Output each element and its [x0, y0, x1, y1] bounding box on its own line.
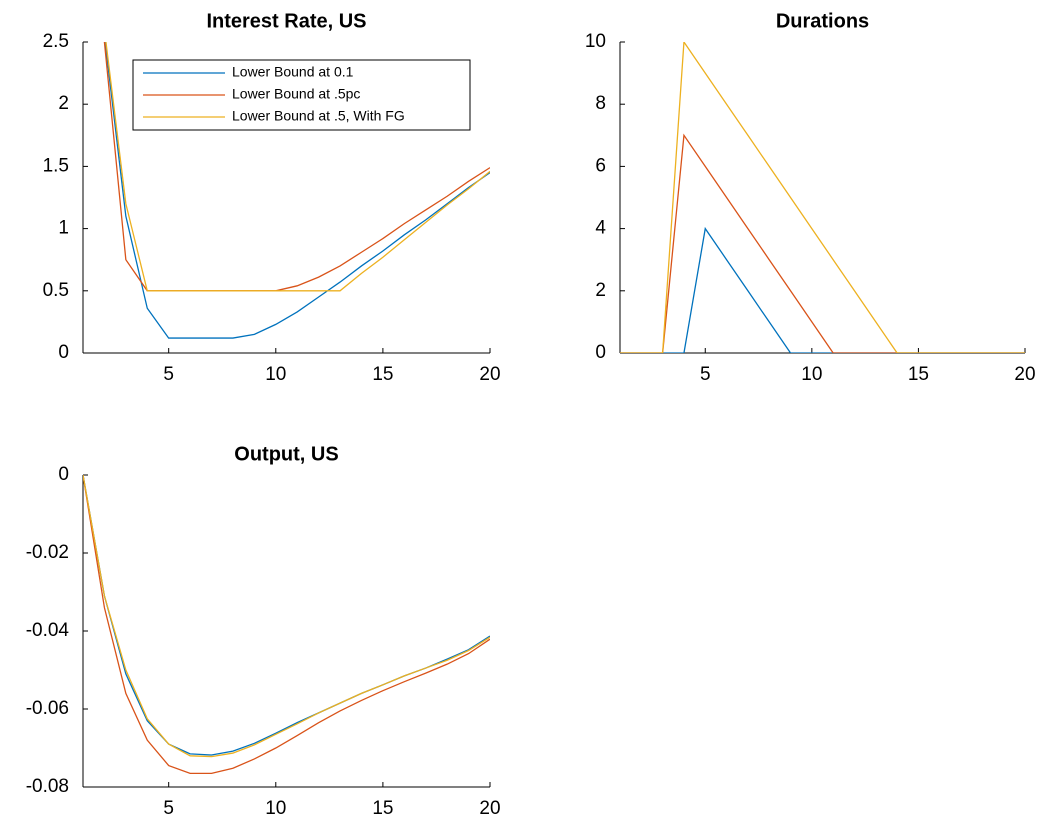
x-tick-label: 10 [265, 364, 286, 385]
series-line [83, 475, 490, 774]
y-tick-label: -0.04 [26, 620, 70, 641]
y-tick-label: 0.5 [43, 280, 69, 301]
series-line [620, 133, 1025, 353]
y-tick-label: -0.02 [26, 542, 69, 563]
y-tick-label: 0 [58, 464, 69, 485]
subplot: Interest Rate, US 0 0.5 1 1.5 2 2.5 5 10 15 20 Lowe… [43, 10, 501, 385]
subplot: Durations 0 2 4 6 8 10 5 10 15 20 [585, 10, 1036, 385]
chart-title: Output, US [234, 443, 338, 465]
series-line [105, 42, 490, 292]
x-tick-label: 10 [265, 798, 286, 819]
y-tick-label: 6 [595, 155, 606, 176]
x-tick-label: 15 [372, 798, 393, 819]
y-tick-label: 10 [585, 31, 606, 52]
x-tick-label: 5 [163, 364, 174, 385]
series-line [103, 42, 490, 292]
x-tick-label: 20 [479, 798, 500, 819]
chart-title: Durations [776, 10, 869, 32]
chart-title: Interest Rate, US [206, 10, 366, 32]
legend-label: Lower Bound at 0.1 [232, 64, 354, 80]
series-line [83, 475, 490, 758]
x-tick-label: 10 [801, 364, 822, 385]
series-line [620, 226, 1025, 353]
x-tick-label: 15 [908, 364, 929, 385]
x-tick-label: 20 [479, 364, 500, 385]
legend: Lower Bound at 0.1 Lower Bound at .5pc Low… [132, 59, 471, 131]
series-line [620, 42, 1025, 353]
y-tick-label: 1.5 [43, 155, 69, 176]
x-tick-label: 15 [372, 364, 393, 385]
y-tick-label: 0 [58, 342, 69, 363]
y-tick-label: -0.06 [26, 698, 69, 719]
y-tick-label: 2 [58, 93, 69, 114]
plot-area [620, 42, 1025, 353]
y-tick-label: 8 [595, 93, 606, 114]
x-tick-label: 5 [700, 364, 711, 385]
y-tick-label: -0.08 [26, 776, 69, 797]
legend-label: Lower Bound at .5, With FG [232, 108, 405, 124]
subplot: Output, US -0.08 -0.06 -0.04 -0.02 0 5 10 15 20 [26, 443, 501, 819]
y-tick-label: 2.5 [43, 31, 69, 52]
y-tick-label: 4 [595, 218, 606, 239]
plot-area [83, 475, 490, 774]
y-tick-label: 0 [595, 342, 606, 363]
x-tick-label: 5 [163, 798, 174, 819]
plot-area [103, 42, 490, 339]
legend-label: Lower Bound at .5pc [232, 86, 360, 102]
y-tick-label: 2 [595, 280, 606, 301]
series-line [104, 42, 490, 339]
y-tick-label: 1 [58, 218, 69, 239]
x-tick-label: 20 [1014, 364, 1035, 385]
